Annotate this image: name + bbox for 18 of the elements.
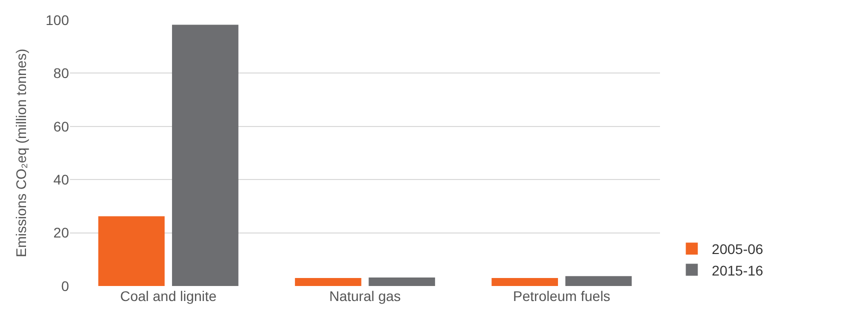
bar: [98, 216, 165, 286]
y-tick-label: 40: [53, 172, 70, 188]
y-tick-label: 100: [46, 12, 70, 28]
bar: [368, 277, 436, 286]
x-tick-label: Petroleum fuels: [513, 288, 610, 304]
bar: [565, 276, 632, 286]
y-axis-title: Emissions CO₂eq (million tonnes): [13, 48, 30, 258]
legend-label: 2005-06: [712, 241, 764, 258]
legend-label: 2015-16: [712, 262, 764, 278]
bar: [172, 24, 238, 286]
y-tick-label: 20: [53, 224, 70, 241]
y-tick-label: 0: [61, 278, 70, 294]
y-tick-label: 80: [53, 65, 70, 82]
bar: [492, 278, 558, 286]
x-tick-label: Natural gas: [329, 288, 401, 304]
x-tick-label: Coal and lignite: [120, 288, 217, 304]
bar: [294, 278, 362, 286]
y-tick-label: 60: [53, 118, 70, 134]
